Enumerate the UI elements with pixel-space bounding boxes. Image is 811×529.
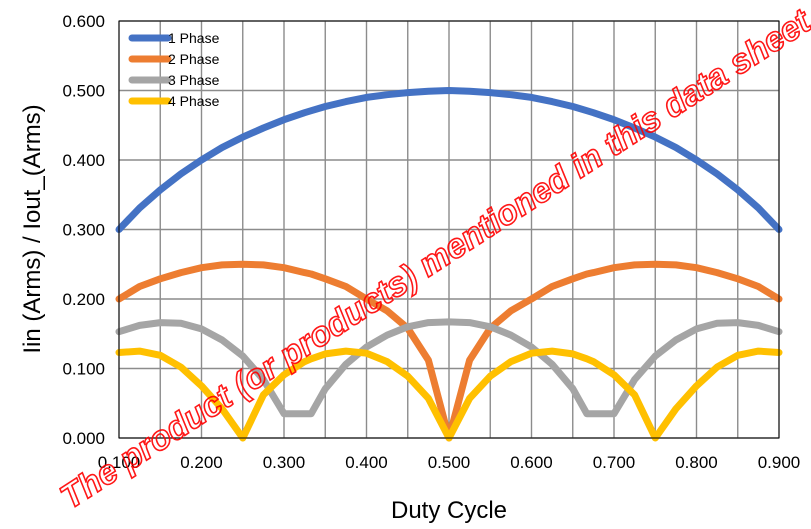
y-tick-label: 0.600 bbox=[62, 12, 105, 31]
legend-label: 1 Phase bbox=[168, 30, 220, 46]
x-tick-label: 0.300 bbox=[263, 453, 306, 472]
y-tick-label: 0.300 bbox=[62, 221, 105, 240]
legend-label: 2 Phase bbox=[168, 51, 220, 67]
x-tick-label: 0.900 bbox=[758, 453, 801, 472]
y-tick-label: 0.000 bbox=[62, 429, 105, 448]
legend: 1 Phase 2 Phase 3 Phase 4 Phase bbox=[128, 30, 220, 109]
x-tick-label: 0.500 bbox=[428, 453, 471, 472]
legend-label: 3 Phase bbox=[168, 72, 220, 88]
series-line-1-phase bbox=[115, 87, 783, 233]
x-tick-label: 0.800 bbox=[675, 453, 718, 472]
x-tick-labels: 0.100 0.200 0.300 0.400 0.500 0.600 0.700 0.800… bbox=[98, 453, 801, 472]
y-tick-labels: 0.000 0.100 0.200 0.300 0.400 0.500 0.600 bbox=[62, 12, 105, 448]
x-tick-label: 0.100 bbox=[98, 453, 141, 472]
x-tick-label: 0.400 bbox=[345, 453, 388, 472]
y-tick-label: 0.200 bbox=[62, 290, 105, 309]
x-tick-label: 0.600 bbox=[510, 453, 553, 472]
legend-label: 4 Phase bbox=[168, 93, 220, 109]
x-tick-label: 0.200 bbox=[180, 453, 223, 472]
y-tick-label: 0.500 bbox=[62, 82, 105, 101]
y-tick-label: 0.100 bbox=[62, 360, 105, 379]
x-axis-title: Duty Cycle bbox=[391, 497, 507, 524]
y-tick-label: 0.400 bbox=[62, 151, 105, 170]
x-tick-label: 0.700 bbox=[593, 453, 636, 472]
series-line-3-phase bbox=[115, 318, 783, 418]
y-axis-title: Iin (Arms) / Iout_(Arms) bbox=[19, 104, 46, 353]
plot-border bbox=[118, 20, 780, 439]
